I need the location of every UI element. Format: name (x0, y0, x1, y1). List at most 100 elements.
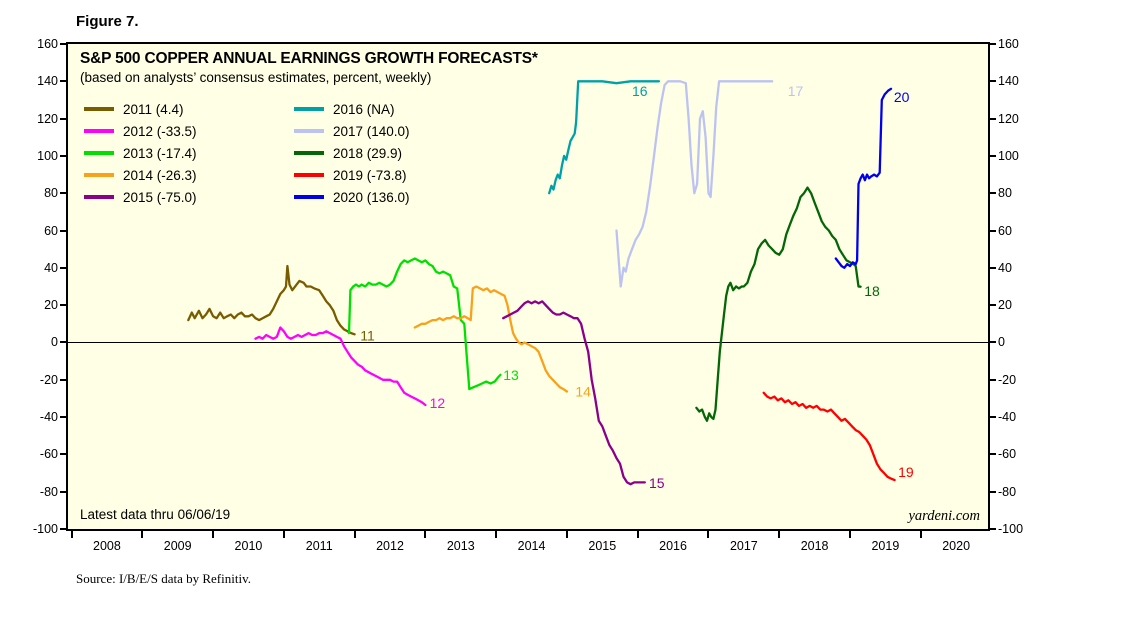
latest-data-note: Latest data thru 06/06/19 (80, 507, 231, 522)
y-axis-label-left-120: 120 (37, 111, 58, 126)
x-axis-label-2019: 2019 (871, 539, 900, 553)
series-line-2020 (834, 87, 893, 269)
legend-swatch-2011 (84, 107, 114, 111)
series-line-2014 (413, 285, 569, 393)
x-tick-2010.5 (282, 531, 285, 538)
y-tick-left-20 (60, 304, 66, 307)
y-tick-left--40 (60, 416, 66, 419)
y-tick-right-40 (990, 266, 996, 269)
series-end-label-2012: 12 (430, 395, 446, 411)
legend-label-2015: 2015 (-75.0) (123, 189, 197, 205)
y-axis-label-left-60: 60 (44, 223, 58, 238)
legend-label-2020: 2020 (136.0) (333, 189, 410, 205)
y-tick-left--20 (60, 378, 66, 381)
y-tick-left-40 (60, 266, 66, 269)
x-tick-2009.5 (212, 531, 215, 538)
y-tick-right--60 (990, 453, 996, 456)
legend-item-2019: 2019 (-73.8) (294, 164, 504, 186)
x-tick-2012.5 (424, 531, 427, 538)
legend-label-2012: 2012 (-33.5) (123, 123, 197, 139)
x-tick-2007.5 (70, 531, 73, 538)
legend-swatch-2019 (294, 173, 324, 177)
x-axis-label-2012: 2012 (376, 539, 404, 553)
y-tick-right-80 (990, 192, 996, 195)
series-end-label-2017: 17 (788, 83, 804, 99)
y-axis-label-left--40: -40 (39, 410, 58, 425)
legend-item-2017: 2017 (140.0) (294, 120, 504, 142)
y-axis-label-right-120: 120 (998, 111, 1019, 126)
chart-title: S&P 500 COPPER ANNUAL EARNINGS GROWTH FO… (80, 50, 538, 67)
series-end-label-2011: 11 (360, 328, 375, 344)
chart-legend: 2011 (4.4) 2012 (-33.5) 2013 (-17.4) 2014 (… (84, 98, 504, 208)
y-tick-left--100 (60, 528, 66, 530)
y-tick-right-120 (990, 117, 996, 120)
series-end-label-2016: 16 (632, 83, 648, 99)
legend-item-2016: 2016 (NA) (294, 98, 504, 120)
series-line-2013 (347, 257, 502, 391)
series-line-2015 (502, 300, 646, 486)
series-end-label-2018: 18 (864, 283, 880, 299)
legend-item-2018: 2018 (29.9) (294, 142, 504, 164)
y-axis-label-right-0: 0 (998, 335, 1005, 350)
legend-swatch-2018 (294, 151, 324, 155)
y-axis-label-right--100: -100 (998, 522, 1024, 536)
series-line-2017 (615, 80, 774, 288)
x-axis-label-2015: 2015 (588, 539, 617, 553)
x-tick-2015.5 (636, 531, 639, 538)
x-tick-2016.5 (707, 531, 710, 538)
x-axis-label-2010: 2010 (234, 539, 263, 553)
legend-item-2014: 2014 (-26.3) (84, 164, 294, 186)
y-axis-label-right-100: 100 (998, 148, 1019, 163)
legend-item-2020: 2020 (136.0) (294, 186, 504, 208)
x-tick-2019.5 (919, 531, 922, 538)
y-tick-left-160 (60, 43, 66, 45)
legend-swatch-2020 (294, 195, 324, 199)
legend-item-2011: 2011 (4.4) (84, 98, 294, 120)
y-axis-label-right--20: -20 (998, 372, 1017, 387)
y-axis-label-right-80: 80 (998, 186, 1012, 201)
series-line-2016 (548, 80, 661, 195)
y-axis-label-left--60: -60 (39, 447, 58, 462)
brand-watermark: yardeni.com (908, 508, 980, 524)
x-tick-2013.5 (495, 531, 498, 538)
series-end-label-2015: 15 (649, 475, 665, 491)
legend-label-2016: 2016 (NA) (333, 101, 395, 117)
y-tick-left--60 (60, 453, 66, 456)
y-axis-label-right-60: 60 (998, 223, 1012, 238)
y-tick-right-100 (990, 154, 996, 157)
y-axis-label-right-40: 40 (998, 260, 1012, 275)
y-tick-right-140 (990, 80, 996, 83)
plot-canvas: 11 12 13 14 15 16 17 18 19 20 (68, 80, 988, 491)
y-tick-right--20 (990, 378, 996, 381)
x-tick-2008.5 (141, 531, 144, 538)
chart-plot-area: 11 12 13 14 15 16 17 18 19 20 S&P 500 COPPER ANNU… (66, 42, 990, 531)
x-tick-2017.5 (778, 531, 781, 538)
figure-label: Figure 7. (76, 13, 139, 30)
x-axis-label-2009: 2009 (163, 539, 192, 553)
legend-item-2015: 2015 (-75.0) (84, 186, 294, 208)
series-line-2012 (254, 326, 427, 407)
y-axis-label-right--40: -40 (998, 410, 1017, 425)
y-tick-right-160 (990, 43, 996, 45)
legend-label-2014: 2014 (-26.3) (123, 167, 197, 183)
legend-label-2018: 2018 (29.9) (333, 145, 403, 161)
x-tick-2014.5 (565, 531, 568, 538)
legend-column-2: 2016 (NA) 2017 (140.0) 2018 (29.9) 2019 (-7… (294, 98, 504, 208)
y-axis-label-left-0: 0 (51, 335, 58, 350)
y-axis-label-right--80: -80 (998, 484, 1017, 499)
legend-column-1: 2011 (4.4) 2012 (-33.5) 2013 (-17.4) 2014 (… (84, 98, 294, 208)
y-tick-right-20 (990, 304, 996, 307)
y-axis-label-right-140: 140 (998, 74, 1019, 89)
legend-swatch-2013 (84, 151, 114, 155)
legend-label-2011: 2011 (4.4) (123, 101, 184, 117)
series-line-2018 (695, 186, 862, 422)
x-axis-label-2013: 2013 (446, 539, 475, 553)
x-tick-2011.5 (353, 531, 356, 538)
legend-swatch-2012 (84, 129, 114, 133)
y-axis-label-right-160: 160 (998, 37, 1019, 51)
y-tick-left-80 (60, 192, 66, 195)
x-axis-label-2020: 2020 (942, 539, 971, 553)
y-axis-label-left-140: 140 (37, 74, 58, 89)
y-axis-label-left-80: 80 (44, 186, 58, 201)
